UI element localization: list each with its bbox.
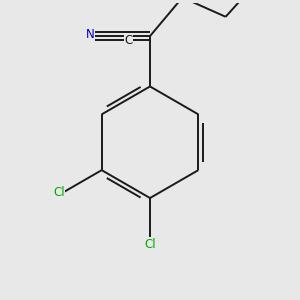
Text: Cl: Cl: [53, 186, 65, 199]
Text: C: C: [124, 34, 132, 47]
Text: N: N: [86, 28, 95, 41]
Text: Cl: Cl: [144, 238, 156, 251]
